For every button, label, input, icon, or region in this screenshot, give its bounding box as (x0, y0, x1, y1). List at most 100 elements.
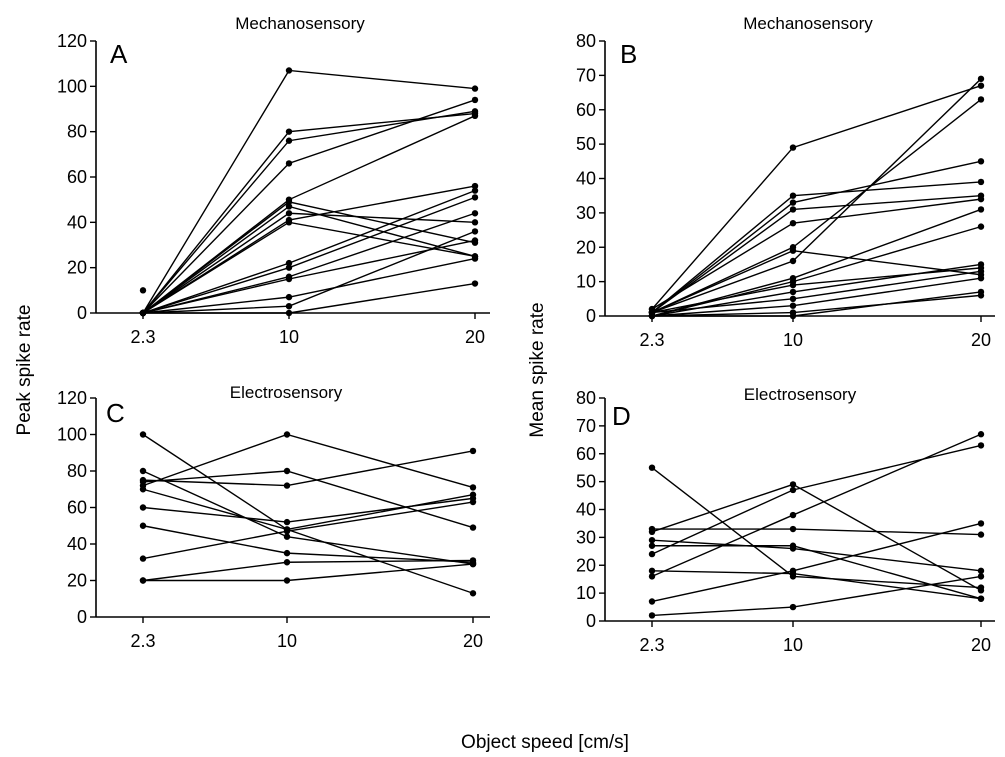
panel-c-y-tick-label: 40 (67, 534, 87, 554)
panel-b-data-point (789, 247, 797, 254)
panel-b-x-tick-label: 20 (971, 330, 991, 350)
panel-b-data-point (789, 206, 797, 213)
panel-c-data-point (283, 533, 291, 540)
panel-b-data-point (648, 312, 656, 320)
panel-d-data-point (977, 442, 985, 449)
panel-a-y-tick-label: 60 (67, 167, 87, 187)
panel-c-data-point (139, 577, 147, 584)
panel-b-series-line (651, 181, 982, 314)
panel-c-data-point (139, 555, 147, 562)
panel-a-y-tick-label: 40 (67, 212, 87, 232)
panel-a-data-point (285, 259, 293, 267)
panel-c-series-line (142, 501, 474, 560)
panel-b-data-point (977, 96, 985, 103)
panel-d-series-line (651, 467, 982, 589)
panel-a-y-tick-label: 0 (77, 303, 87, 323)
panel-a-y-tick-label: 120 (57, 31, 87, 51)
panel-c-data-point (283, 559, 291, 566)
panel-a-data-point (285, 198, 293, 206)
panel-d-y-tick-label: 40 (576, 500, 596, 520)
panel-a-y-tick-label: 100 (57, 76, 87, 96)
panel-d-data-point (648, 598, 656, 605)
panel-c-y-ticks: 0 20 40 60 80 100 120 (57, 388, 96, 627)
panel-b-data-point (789, 288, 797, 296)
panel-b-series-line (651, 270, 982, 314)
panel-b-data-point (977, 268, 985, 275)
panel-b-data-point (977, 206, 985, 213)
panel-b-data-point (789, 257, 797, 265)
panel-b-y-tick-label: 50 (576, 134, 596, 154)
panel-d-x-tick-label: 20 (971, 635, 991, 655)
panel-c-data-point (469, 590, 477, 597)
panel-d-title: Electrosensory (744, 385, 857, 404)
panel-a-data-point (471, 112, 479, 120)
panel-d-data-point (789, 525, 797, 533)
panel-a-series-line (142, 257, 476, 314)
panel-d-data-point (789, 486, 797, 494)
panel-a-data-point (285, 293, 293, 301)
panel-a-x-ticks: 2.3 10 20 (130, 313, 485, 347)
panel-d-data-point (789, 542, 797, 549)
panel-a-letter: A (110, 39, 128, 69)
y-axis-title-peak: Peak spike rate (14, 305, 35, 436)
panel-c-data-point (283, 577, 291, 584)
panel-c-title: Electrosensory (230, 383, 343, 402)
panel-c-series-line (142, 433, 474, 594)
panel-d-data-point (977, 531, 985, 538)
panel-d-data-point (977, 431, 985, 438)
panel-d-series-line (651, 483, 982, 591)
panel-a-data-point (471, 187, 479, 194)
panel-a-y-ticks: 0 20 40 60 80 100 120 (57, 31, 96, 323)
panel-b-data-point (977, 75, 985, 83)
panel-c-data-point (469, 524, 477, 531)
panel-a-data-point (285, 264, 293, 271)
panel-b-data-point (977, 158, 985, 165)
panel-c-series-line (142, 470, 474, 565)
panel-d-y-tick-label: 10 (576, 583, 596, 603)
panel-d-data-point (648, 536, 656, 544)
panel-a-data-point (139, 309, 147, 317)
panel-b-y-tick-label: 70 (576, 65, 596, 85)
panel-d-data-point (977, 587, 985, 594)
panel-a-data-point (471, 85, 479, 92)
panel-b-data-point (977, 195, 985, 203)
panel-d-data-point (648, 528, 656, 535)
panel-b-x-ticks: 2.3 10 20 (639, 316, 991, 350)
panel-a-data-point (285, 210, 293, 217)
panel-b-data-point (977, 82, 985, 89)
panel-c-series-line (143, 563, 474, 582)
panel-c-data-point (469, 560, 477, 568)
panel-c-y-tick-label: 80 (67, 461, 87, 481)
panel-c-axes (95, 398, 490, 618)
panel-a-data-point (471, 219, 479, 226)
panel-a-data-point (285, 137, 293, 144)
panel-a-title: Mechanosensory (235, 14, 365, 33)
panel-b-series-line (651, 78, 982, 314)
panel-b-letter: B (620, 39, 637, 69)
panel-a-data-point (285, 275, 293, 283)
panel-c-y-tick-label: 100 (57, 425, 87, 445)
panel-b-axes (604, 41, 995, 317)
panel-a-data-point (285, 309, 293, 317)
panel-b-y-ticks: 0 10 20 30 40 50 60 70 80 (576, 31, 605, 326)
panel-a-data-point (285, 303, 293, 310)
panel-c-data-point (139, 486, 147, 493)
panel-b-y-tick-label: 10 (576, 272, 596, 292)
panel-d-data-point (789, 567, 797, 575)
panel-c-data-point (469, 498, 477, 506)
panel-b-data-point (789, 192, 797, 199)
panel-b-data-point (789, 281, 797, 289)
panel-c-y-tick-label: 120 (57, 388, 87, 408)
panel-b-data-point (789, 144, 797, 151)
panel-a-x-tick-label: 20 (465, 327, 485, 347)
panel-c-x-tick-label: 20 (463, 631, 483, 651)
panel-a-x-tick-label: 2.3 (130, 327, 155, 347)
panel-b-data-point (977, 288, 985, 296)
panel-d-data-point (789, 481, 797, 488)
panel-b-data-point (977, 223, 985, 230)
panel-c-data-point (139, 522, 147, 529)
panel-b-data-point (789, 312, 797, 320)
panel-a-data-point (471, 182, 479, 190)
panel-a-data-point (471, 237, 479, 244)
panel-a-x-tick-label: 10 (279, 327, 299, 347)
